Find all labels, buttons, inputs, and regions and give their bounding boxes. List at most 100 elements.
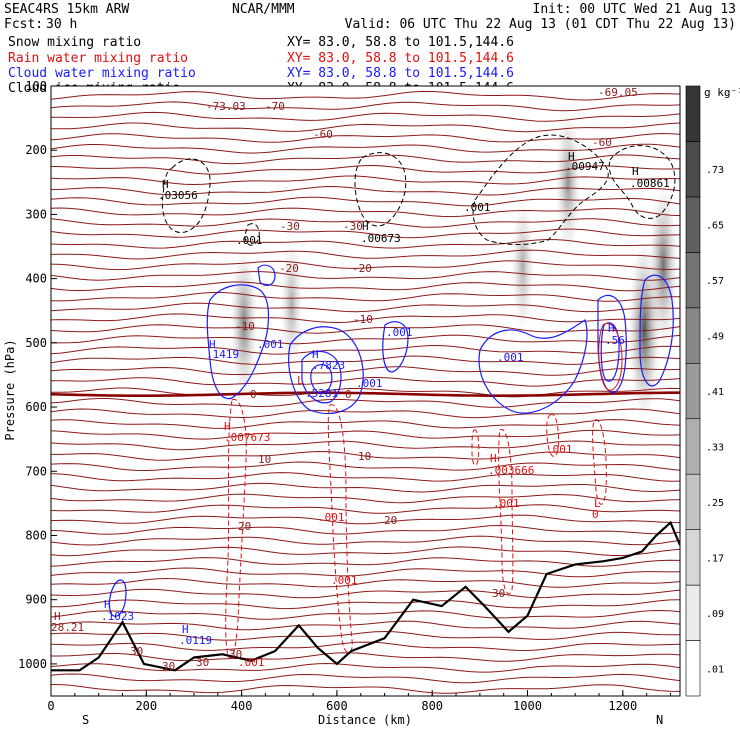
svg-text:H: H: [362, 220, 369, 233]
isotherm: [51, 577, 680, 588]
max-marker: H.00861: [630, 165, 670, 190]
x-tick-label: 0: [47, 699, 54, 713]
y-tick-label: 300: [25, 207, 47, 221]
temp-label: -10: [353, 313, 373, 326]
max-marker: H.00947: [565, 150, 605, 173]
fcst-value: 30 h: [46, 17, 77, 32]
contour-label: .001: [356, 377, 383, 390]
temp-label: 30: [162, 660, 175, 673]
y-tick-label: 700: [25, 464, 47, 478]
x-tick-label: 600: [326, 699, 348, 713]
colorbar-swatch: [685, 529, 701, 586]
snow-core: [555, 108, 581, 257]
contour-label: .001: [497, 351, 524, 364]
rain-contour: [598, 322, 623, 391]
cloud-water-contour: [310, 364, 333, 394]
y-tick-label: 600: [25, 400, 47, 414]
min-marker: L: [594, 497, 601, 510]
contour-label: .001: [318, 511, 345, 524]
temp-label: 0: [250, 388, 257, 401]
svg-text:H: H: [104, 598, 111, 611]
field-cloudwater-xy: XY= 83.0, 58.8 to 101.5,144.6: [287, 66, 514, 81]
isotherm: [51, 238, 680, 249]
isotherm: [51, 652, 680, 662]
y-tick-label: 200: [25, 143, 47, 157]
isotherm: [51, 535, 680, 546]
max-marker: H28.21: [51, 610, 84, 634]
annotations: -73.03 -70 -69.05 -60 -60 -30 -30 -20 -2…: [51, 86, 670, 673]
temp-label: 30: [492, 587, 505, 600]
cloud-water-contour: [382, 321, 409, 373]
y-tick-label: 400: [25, 272, 47, 286]
x-tick-label: 1000: [513, 699, 542, 713]
cloud-water-contour: [600, 322, 620, 382]
isotherm: [51, 504, 680, 514]
temp-label: -70: [265, 100, 285, 113]
isotherm: [51, 630, 680, 641]
rain-contour: [498, 428, 514, 595]
cloud-water-contour: [108, 579, 127, 617]
colorbar-tick-label: .25: [706, 498, 724, 509]
rain-contour: [471, 429, 480, 466]
svg-text:H: H: [490, 452, 497, 465]
cloud-water-contour: [257, 264, 276, 286]
model-title: SEAC4RS 15km ARW: [4, 2, 129, 17]
colorbar-unit: g kg⁻¹: [704, 86, 740, 99]
cloud-ice-contour: [354, 152, 407, 227]
max-marker: H.0119: [179, 623, 212, 647]
cloud-ice-contour: [472, 134, 609, 245]
colorbar-tick-label: .09: [706, 609, 724, 620]
colorbar-tick-label: .33: [706, 442, 724, 453]
cloud-water-contour: [478, 319, 588, 414]
isotherm: [51, 408, 680, 419]
contour-label: .001: [546, 443, 573, 456]
cloud-water-contour: [597, 294, 627, 393]
contour-label: .001: [464, 201, 491, 214]
isotherm: [51, 429, 680, 440]
contour-label: .001: [493, 497, 520, 510]
isotherm: [51, 101, 680, 112]
rain-contour: [327, 404, 353, 653]
max-marker: H.7823: [312, 348, 345, 372]
plot-area: -73.03 -70 -69.05 -60 -60 -30 -30 -20 -2…: [3, 79, 681, 727]
colorbar-tick-label: .17: [706, 553, 724, 564]
isotherm: [51, 313, 680, 324]
colorbar-swatch: [685, 640, 701, 697]
isotherm: [51, 271, 680, 281]
field-rain-xy: XY= 83.0, 58.8 to 101.5,144.6: [287, 51, 514, 66]
isotherm: [51, 684, 680, 694]
colorbar-tick-label: .49: [706, 332, 724, 343]
terrain-line: [51, 520, 680, 672]
colorbar-swatch: [685, 473, 701, 530]
isotherm: [51, 546, 680, 557]
y-tick-label: 500: [25, 336, 47, 350]
isotherm: [51, 302, 680, 313]
isotherm: [51, 609, 680, 620]
svg-text:H: H: [632, 165, 639, 178]
colorbar-swatch: [685, 85, 701, 142]
field-cloudwater-name: Cloud water mixing ratio: [8, 66, 196, 81]
svg-text:.003666: .003666: [488, 464, 534, 477]
isotherm: [51, 164, 680, 175]
svg-text:.0119: .0119: [179, 634, 212, 647]
terrain-profile: [51, 520, 680, 672]
rain-contour: [546, 413, 559, 457]
svg-text:.007673: .007673: [224, 431, 270, 444]
cloud-water-contour: [288, 326, 364, 415]
isotherm: [51, 567, 680, 578]
temp-label: 20: [238, 520, 251, 533]
temp-label: 20: [384, 514, 397, 527]
colorbar-swatch: [685, 307, 701, 364]
colorbar-swatch: [685, 418, 701, 475]
temp-label: 30: [229, 648, 242, 661]
isotherm: [51, 90, 680, 101]
svg-text:H: H: [162, 178, 169, 191]
colorbar-tick-label: .41: [706, 387, 724, 398]
isotherm: [51, 111, 680, 122]
isotherm: [51, 514, 680, 525]
snow-core: [280, 236, 304, 373]
colorbar-swatch: [685, 584, 701, 641]
svg-text:H: H: [568, 150, 575, 163]
rain-contour: [225, 398, 247, 659]
svg-text:.00673: .00673: [361, 232, 401, 245]
